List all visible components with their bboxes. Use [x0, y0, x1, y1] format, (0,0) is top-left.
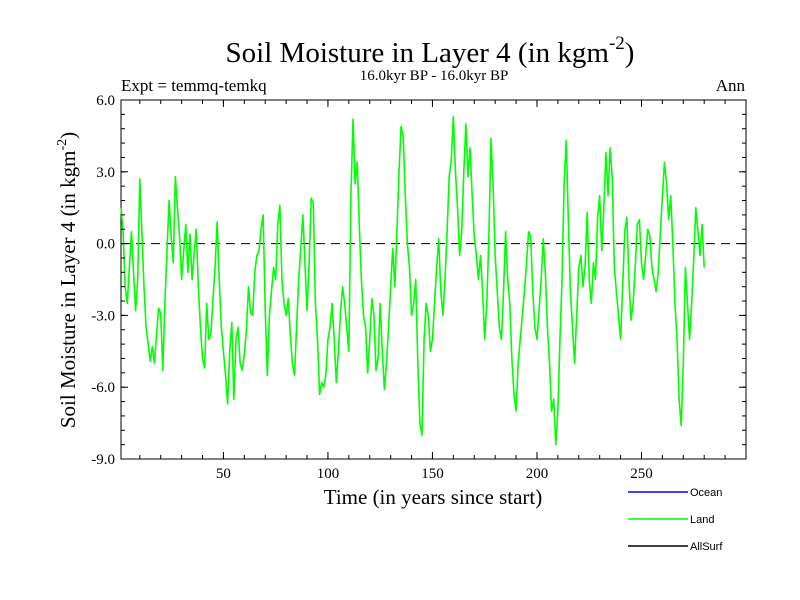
x-axis-label: Time (in years since start) [324, 485, 543, 509]
y-tick-label: -3.0 [91, 308, 115, 324]
chart-title-superscript: -2 [609, 33, 625, 54]
legend: Ocean Land AllSurf [628, 487, 723, 553]
plot-frame [120, 99, 747, 460]
season-label: Ann [716, 76, 746, 95]
x-tick-label: 200 [526, 466, 549, 482]
y-tick-label: 3.0 [96, 165, 115, 181]
period-label: 16.0kyr BP - 16.0kyr BP [360, 68, 509, 84]
chart-title: Soil Moisture in Layer 4 (in kgm-2) [226, 33, 635, 69]
land-series-line [120, 115, 705, 446]
legend-allsurf-label: AllSurf [690, 541, 723, 553]
y-axis-label: Soil Moisture in Layer 4 (in kgm-2) [55, 132, 80, 428]
x-tick-label: 250 [630, 466, 653, 482]
legend-land-label: Land [690, 514, 714, 526]
x-tick-label: 150 [421, 466, 444, 482]
y-tick-label: 6.0 [96, 93, 115, 109]
x-tick-label: 100 [317, 466, 340, 482]
x-tick-label: 50 [216, 466, 231, 482]
x-axis: 50 100 150 200 250 [139, 100, 726, 482]
legend-ocean-label: Ocean [690, 487, 722, 499]
y-tick-label: -6.0 [91, 380, 115, 396]
experiment-label: Expt = temmq-temkq [121, 76, 267, 95]
y-axis: 6.0 3.0 0.0 -3.0 -6.0 -9.0 [91, 93, 746, 468]
y-tick-label: -9.0 [91, 452, 115, 468]
y-tick-label: 0.0 [96, 237, 115, 253]
y-axis-label-superscript: -2 [55, 139, 70, 151]
